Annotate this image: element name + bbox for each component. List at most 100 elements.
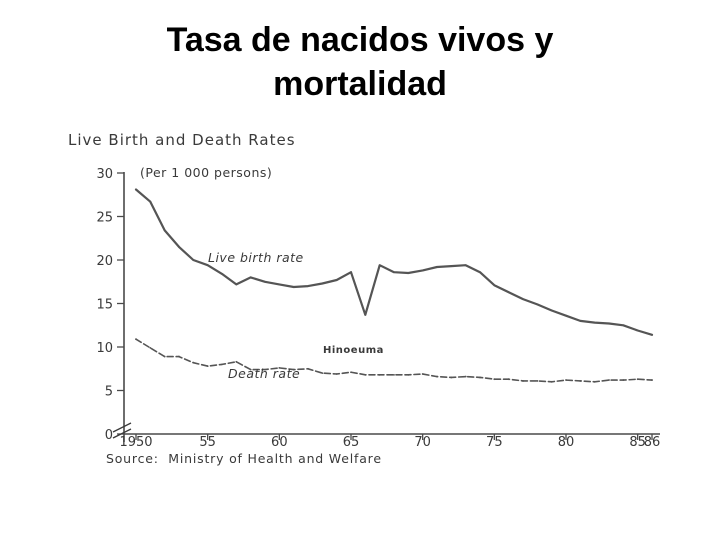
x-tick-label: 1950 <box>119 435 152 450</box>
data-point <box>450 376 453 379</box>
y-tick-label: 25 <box>96 211 113 226</box>
data-point <box>622 324 625 327</box>
data-point <box>464 264 467 267</box>
chart-unit-note: (Per 1 000 persons) <box>140 165 272 180</box>
data-point <box>135 338 137 341</box>
data-point <box>292 286 295 288</box>
data-point <box>436 266 438 268</box>
data-point <box>149 346 152 349</box>
data-point <box>450 265 453 267</box>
data-point <box>221 363 223 366</box>
data-point <box>636 329 639 332</box>
slide-title: Tasa de nacidos vivos y mortalidad <box>0 18 720 106</box>
data-point <box>264 368 266 371</box>
data-point <box>651 379 653 381</box>
y-tick-label: 10 <box>96 341 113 356</box>
data-point <box>651 333 653 336</box>
slide-title-line-2: mortalidad <box>273 65 447 103</box>
data-point <box>565 379 567 381</box>
x-tick-label: 55 <box>199 435 216 450</box>
data-point <box>350 371 352 374</box>
x-tick-label: 60 <box>271 435 288 450</box>
x-tick-label: 75 <box>486 435 503 450</box>
series-label-live-birth-rate: Live birth rate <box>208 250 304 265</box>
data-point <box>550 309 553 312</box>
data-point <box>593 380 596 383</box>
data-point <box>335 279 338 281</box>
x-tick-label: 86 <box>644 435 661 450</box>
data-point <box>178 246 180 248</box>
data-point <box>608 322 610 325</box>
data-point <box>278 366 281 369</box>
data-point <box>393 373 395 376</box>
x-tick-label: 80 <box>558 435 575 450</box>
data-point <box>550 380 553 383</box>
series-label-death-rate: Death rate <box>228 366 300 381</box>
series-layer <box>134 188 654 383</box>
data-point <box>393 271 395 274</box>
data-point <box>522 380 524 382</box>
data-point <box>522 298 524 301</box>
data-point <box>579 380 582 382</box>
chart-source: Source: Ministry of Health and Welfare <box>106 451 382 466</box>
data-point <box>249 368 252 371</box>
y-tick-label: 20 <box>96 254 113 269</box>
data-point <box>292 368 295 371</box>
annotation-hinoeuma: Hinoeuma <box>323 345 384 356</box>
data-point <box>536 380 539 382</box>
data-point <box>335 373 338 375</box>
data-point <box>264 280 266 283</box>
data-point <box>135 188 137 191</box>
data-point <box>321 372 324 374</box>
data-point <box>636 378 639 381</box>
data-point <box>178 355 180 358</box>
data-point <box>464 375 467 378</box>
data-point <box>307 367 309 370</box>
data-point <box>149 200 152 203</box>
x-tick-label: 65 <box>343 435 360 450</box>
data-point <box>192 259 195 261</box>
data-point <box>163 355 166 358</box>
x-tick-label: 70 <box>414 435 431 450</box>
data-point <box>321 282 324 285</box>
data-point <box>608 379 610 381</box>
data-point <box>206 365 209 368</box>
data-point <box>421 269 424 272</box>
data-point <box>507 378 510 381</box>
data-point <box>364 373 367 376</box>
data-point <box>565 314 567 317</box>
data-point <box>364 313 367 316</box>
data-point <box>235 283 238 286</box>
data-point <box>378 264 381 267</box>
y-tick-label: 0 <box>105 428 113 443</box>
data-point <box>249 276 252 279</box>
chart-title: Live Birth and Death Rates <box>68 131 296 149</box>
slide-title-line-1: Tasa de nacidos vivos y <box>166 21 554 59</box>
y-axis: 0 5 10 15 20 25 30 <box>96 167 132 443</box>
data-point <box>507 291 510 294</box>
data-point <box>307 285 309 287</box>
y-tick-label: 5 <box>105 385 113 400</box>
data-point <box>235 360 238 363</box>
data-point <box>493 378 496 381</box>
data-point <box>221 273 223 275</box>
data-point <box>350 271 352 274</box>
data-point <box>163 229 166 232</box>
data-point <box>278 283 281 286</box>
data-point <box>436 375 438 378</box>
data-point <box>407 272 410 274</box>
data-point <box>206 264 209 267</box>
data-point <box>622 379 625 381</box>
data-point <box>479 271 481 274</box>
data-point <box>493 284 496 287</box>
data-point <box>421 373 424 375</box>
data-point <box>479 376 481 379</box>
y-tick-label: 15 <box>96 298 113 313</box>
y-ticks: 0 5 10 15 20 25 30 <box>96 167 124 443</box>
data-point <box>378 373 381 376</box>
x-tick-label: 85 <box>629 435 646 450</box>
data-point <box>407 373 410 376</box>
